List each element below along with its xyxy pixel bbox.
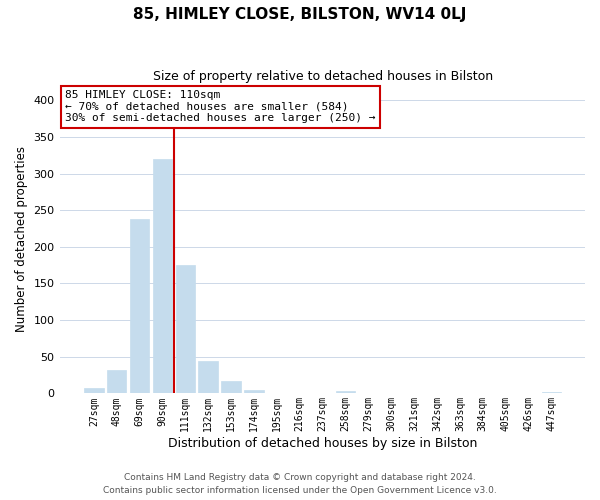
Text: Contains HM Land Registry data © Crown copyright and database right 2024.
Contai: Contains HM Land Registry data © Crown c… <box>103 474 497 495</box>
Y-axis label: Number of detached properties: Number of detached properties <box>15 146 28 332</box>
Bar <box>221 381 241 394</box>
X-axis label: Distribution of detached houses by size in Bilston: Distribution of detached houses by size … <box>168 437 478 450</box>
Bar <box>107 370 127 394</box>
Bar <box>199 361 218 394</box>
Text: 85 HIMLEY CLOSE: 110sqm
← 70% of detached houses are smaller (584)
30% of semi-d: 85 HIMLEY CLOSE: 110sqm ← 70% of detache… <box>65 90 376 124</box>
Bar <box>84 388 104 394</box>
Bar <box>153 159 172 394</box>
Title: Size of property relative to detached houses in Bilston: Size of property relative to detached ho… <box>152 70 493 83</box>
Bar <box>542 392 561 394</box>
Bar <box>382 392 401 394</box>
Bar <box>336 391 355 394</box>
Bar <box>244 390 264 394</box>
Text: 85, HIMLEY CLOSE, BILSTON, WV14 0LJ: 85, HIMLEY CLOSE, BILSTON, WV14 0LJ <box>133 8 467 22</box>
Bar <box>176 265 195 394</box>
Bar <box>130 219 149 394</box>
